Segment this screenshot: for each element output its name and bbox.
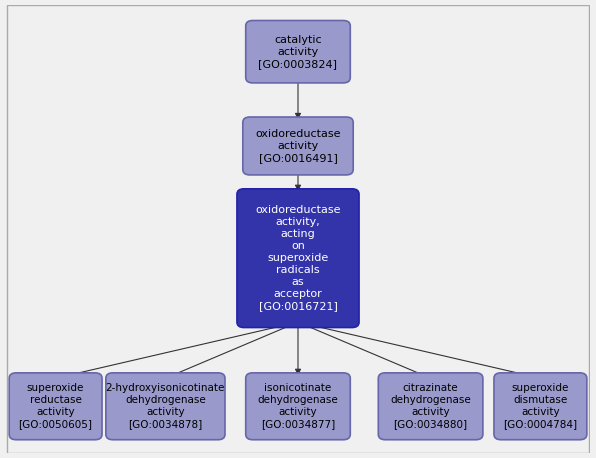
FancyBboxPatch shape [243, 117, 353, 175]
FancyBboxPatch shape [106, 373, 225, 440]
Text: 2-hydroxyisonicotinate
dehydrogenase
activity
[GO:0034878]: 2-hydroxyisonicotinate dehydrogenase act… [105, 383, 225, 429]
Text: superoxide
dismutase
activity
[GO:0004784]: superoxide dismutase activity [GO:000478… [504, 383, 578, 429]
Text: citrazinate
dehydrogenase
activity
[GO:0034880]: citrazinate dehydrogenase activity [GO:0… [390, 383, 471, 429]
Text: oxidoreductase
activity,
acting
on
superoxide
radicals
as
acceptor
[GO:0016721]: oxidoreductase activity, acting on super… [255, 205, 341, 311]
FancyBboxPatch shape [246, 373, 350, 440]
Text: oxidoreductase
activity
[GO:0016491]: oxidoreductase activity [GO:0016491] [255, 129, 341, 163]
Text: superoxide
reductase
activity
[GO:0050605]: superoxide reductase activity [GO:005060… [18, 383, 92, 429]
Text: isonicotinate
dehydrogenase
activity
[GO:0034877]: isonicotinate dehydrogenase activity [GO… [257, 383, 339, 429]
FancyBboxPatch shape [494, 373, 587, 440]
Text: catalytic
activity
[GO:0003824]: catalytic activity [GO:0003824] [259, 35, 337, 69]
FancyBboxPatch shape [246, 21, 350, 83]
FancyBboxPatch shape [237, 189, 359, 327]
FancyBboxPatch shape [9, 373, 102, 440]
FancyBboxPatch shape [378, 373, 483, 440]
